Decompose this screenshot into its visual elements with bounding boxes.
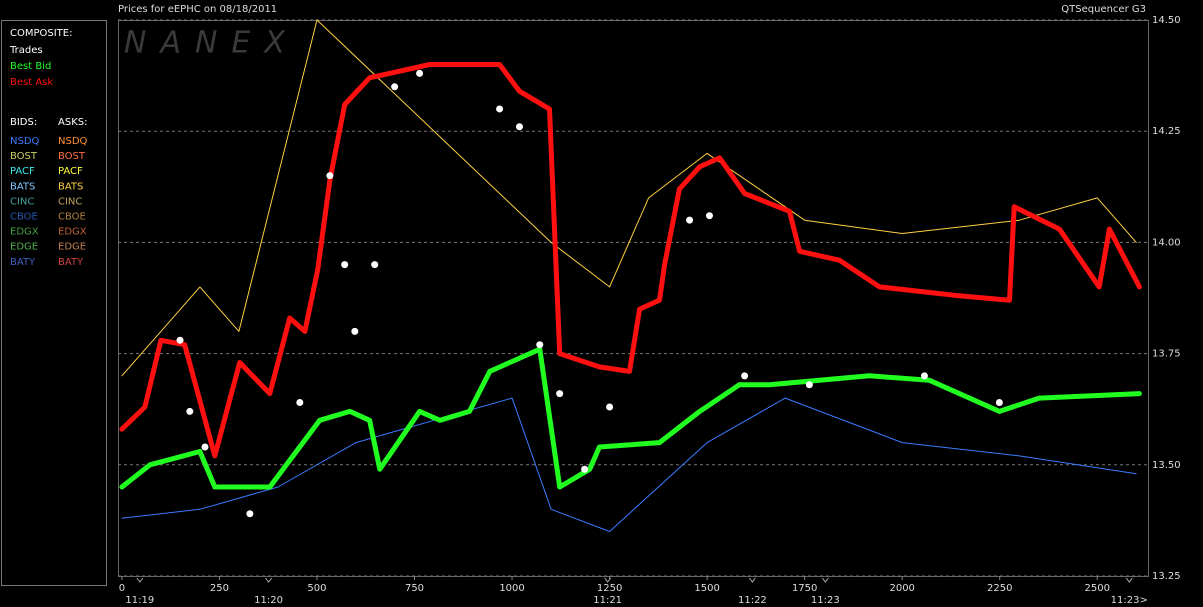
x-tick-label: 1500 bbox=[694, 583, 719, 594]
legend-entry: Best Bid bbox=[10, 61, 51, 72]
legend-ask: CINC bbox=[58, 196, 82, 207]
trade-point bbox=[201, 443, 209, 451]
legend-bid: BATY bbox=[10, 257, 36, 268]
trade-point bbox=[416, 69, 424, 77]
legend-ask: BATS bbox=[58, 181, 83, 192]
legend-ask: EDGX bbox=[58, 227, 87, 238]
trade-point bbox=[351, 327, 359, 335]
time-tick-label: 11:22 bbox=[738, 595, 767, 606]
trade-point bbox=[176, 336, 184, 344]
trade-point bbox=[515, 123, 523, 131]
y-tick-label: 13.25 bbox=[1152, 571, 1181, 582]
time-tick-label: 11:23 bbox=[811, 595, 840, 606]
trade-point bbox=[371, 261, 379, 269]
series-line bbox=[121, 19, 1137, 377]
y-tick-label: 13.75 bbox=[1152, 349, 1181, 360]
legend-heading: ASKS: bbox=[58, 117, 87, 128]
series-line bbox=[119, 346, 1142, 490]
trade-point bbox=[705, 212, 713, 220]
legend-bid: BOST bbox=[10, 151, 38, 162]
time-tick bbox=[1125, 577, 1133, 583]
legend-bid: NSDQ bbox=[10, 136, 40, 147]
app-name: QTSequencer G3 bbox=[1061, 4, 1146, 15]
plot bbox=[118, 19, 1148, 577]
x-tick-label: 1750 bbox=[792, 583, 817, 594]
time-tick bbox=[604, 577, 612, 583]
trade-point bbox=[741, 372, 749, 380]
x-tick-label: 1250 bbox=[597, 583, 622, 594]
time-tick bbox=[265, 577, 272, 583]
trade-point bbox=[805, 381, 813, 389]
y-tick-label: 14.00 bbox=[1152, 237, 1181, 248]
y-tick-label: 13.50 bbox=[1152, 460, 1181, 471]
legend-ask: CBOE bbox=[58, 212, 86, 223]
trade-point bbox=[556, 390, 564, 398]
legend-bid: CINC bbox=[10, 196, 34, 207]
legend-entry: Best Ask bbox=[10, 77, 53, 88]
trade-point bbox=[186, 407, 194, 415]
legend-entry: Trades bbox=[9, 45, 43, 56]
trade-point bbox=[496, 105, 504, 113]
series-line bbox=[119, 62, 1142, 459]
x-tick-label: 0 bbox=[119, 583, 125, 594]
trade-point bbox=[391, 83, 399, 91]
watermark: NANEX bbox=[124, 26, 299, 61]
chart-title: Prices for eEPHC on 08/18/2011 bbox=[118, 4, 277, 15]
time-tick bbox=[748, 577, 756, 583]
trade-point bbox=[341, 261, 349, 269]
trade-point bbox=[326, 172, 334, 180]
y-tick-label: 14.50 bbox=[1152, 15, 1181, 26]
x-tick-label: 250 bbox=[210, 583, 229, 594]
trade-point bbox=[296, 399, 304, 407]
x-tick-label: 1000 bbox=[499, 583, 524, 594]
x-tick-label: 2000 bbox=[889, 583, 914, 594]
time-tick-label: 11:19 bbox=[125, 595, 154, 606]
legend-ask: PACF bbox=[58, 166, 83, 177]
legend-bid: PACF bbox=[10, 166, 35, 177]
x-tick-label: 2250 bbox=[987, 583, 1012, 594]
series-line bbox=[121, 397, 1137, 532]
trade-point bbox=[920, 372, 928, 380]
time-tick-label: 11:20 bbox=[254, 595, 283, 606]
legend-ask: EDGE bbox=[58, 242, 86, 253]
legend-bid: EDGE bbox=[10, 242, 38, 253]
trade-point bbox=[246, 510, 254, 518]
time-tick-label: 11:23> bbox=[1111, 595, 1148, 606]
time-tick bbox=[821, 577, 829, 583]
time-tick-label: 11:21 bbox=[593, 595, 622, 606]
trade-point bbox=[995, 399, 1003, 407]
legend-bid: BATS bbox=[10, 181, 35, 192]
legend-heading: BIDS: bbox=[10, 117, 37, 128]
legend-bid: EDGX bbox=[10, 227, 39, 238]
legend-heading: COMPOSITE: bbox=[10, 28, 72, 39]
legend-ask: BATY bbox=[58, 257, 84, 268]
trade-point bbox=[686, 216, 694, 224]
legend-panel bbox=[1, 20, 107, 586]
trade-point bbox=[536, 341, 544, 349]
time-tick bbox=[136, 577, 144, 583]
x-tick-label: 500 bbox=[307, 583, 326, 594]
legend-bid: CBOE bbox=[10, 212, 38, 223]
y-tick-label: 14.25 bbox=[1152, 126, 1181, 137]
legend-ask: NSDQ bbox=[58, 136, 88, 147]
x-tick-label: 750 bbox=[405, 583, 424, 594]
legend-ask: BOST bbox=[58, 151, 86, 162]
trade-point bbox=[581, 465, 589, 473]
x-tick-label: 2500 bbox=[1085, 583, 1110, 594]
trade-point bbox=[606, 403, 614, 411]
